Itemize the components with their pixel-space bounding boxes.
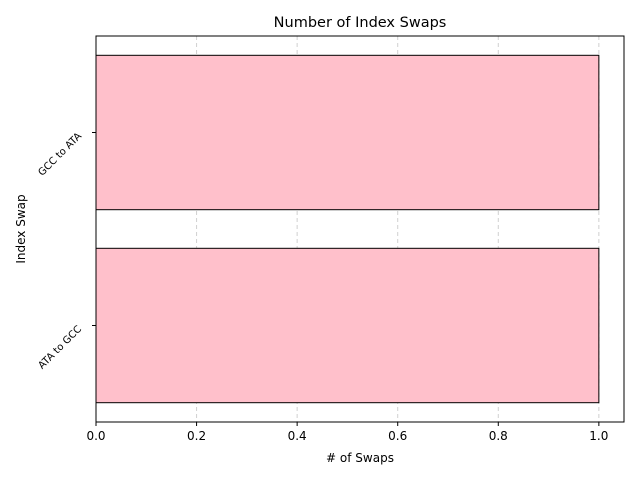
x-tick-label: 1.0: [589, 429, 608, 443]
x-tick-label: 0.4: [288, 429, 307, 443]
bars: [95, 54, 600, 404]
x-ticks: 0.0 0.2 0.4 0.6 0.8 1.0: [86, 422, 608, 443]
x-tick-label: 0.2: [187, 429, 206, 443]
x-tick-label: 0.8: [489, 429, 508, 443]
x-axis-label: # of Swaps: [326, 451, 394, 465]
plot-frame: [95, 35, 625, 423]
x-tick-label: 0.0: [86, 429, 105, 443]
bar: [95, 54, 600, 211]
chart-title: Number of Index Swaps: [274, 15, 447, 31]
y-axis-label: Index Swap: [14, 194, 28, 263]
x-tick-label: 0.6: [388, 429, 407, 443]
bar: [95, 247, 600, 404]
